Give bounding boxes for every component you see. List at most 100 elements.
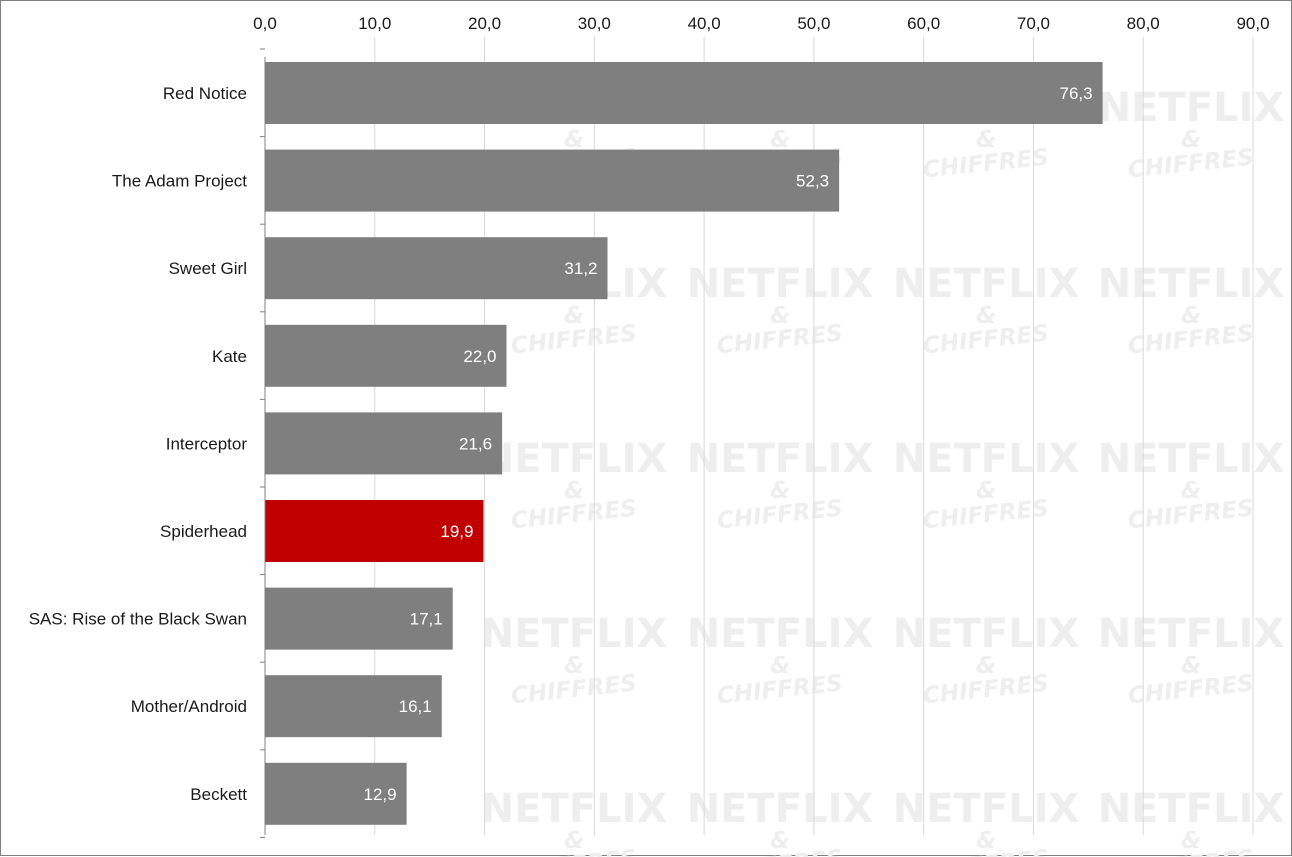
watermark-line2: &	[770, 653, 790, 679]
x-tick-label: 60,0	[907, 14, 940, 33]
watermark-line1: NETFLIX	[481, 436, 668, 482]
watermark-line3: CHIFFRES	[716, 495, 844, 534]
watermark-line3: CHIFFRES	[1127, 845, 1255, 857]
watermark-line2: &	[564, 303, 584, 329]
watermark: NETFLIX&CHIFFRES	[893, 786, 1080, 857]
watermark-line2: &	[770, 828, 790, 854]
data-label: 31,2	[564, 259, 597, 278]
category-label: Sweet Girl	[169, 259, 247, 278]
data-label: 76,3	[1060, 84, 1093, 103]
category-label: Red Notice	[163, 84, 247, 103]
watermark: NETFLIX&CHIFFRES	[687, 611, 874, 710]
x-tick-label: 0,0	[253, 14, 277, 33]
category-label: The Adam Project	[112, 172, 247, 191]
watermark-line2: &	[770, 478, 790, 504]
watermark-line2: &	[976, 828, 996, 854]
data-label: 52,3	[796, 172, 829, 191]
watermark-line2: &	[564, 478, 584, 504]
x-tick-label: 10,0	[358, 14, 391, 33]
bar	[265, 587, 453, 650]
watermark: NETFLIX&CHIFFRES	[1098, 436, 1285, 535]
watermark-line3: CHIFFRES	[1127, 670, 1255, 709]
x-tick-label: 20,0	[468, 14, 501, 33]
x-tick-label: 50,0	[797, 14, 830, 33]
watermark-line3: CHIFFRES	[510, 845, 638, 857]
watermark-line3: CHIFFRES	[716, 670, 844, 709]
category-labels: Red Notice The Adam Project Sweet Girl Kate…	[29, 84, 248, 804]
watermark: NETFLIX&CHIFFRES	[687, 786, 874, 857]
bar	[265, 675, 442, 738]
watermark: NETFLIX&CHIFFRES	[1098, 261, 1285, 360]
watermark-line2: &	[1181, 303, 1201, 329]
watermark-line2: &	[564, 653, 584, 679]
watermark-line1: NETFLIX	[1098, 611, 1285, 657]
watermark-line1: NETFLIX	[687, 786, 874, 832]
data-label: 21,6	[459, 434, 492, 453]
watermark-line1: NETFLIX	[687, 611, 874, 657]
watermark-line1: NETFLIX	[1098, 261, 1285, 307]
watermark-line1: NETFLIX	[893, 436, 1080, 482]
watermark-line3: CHIFFRES	[716, 320, 844, 359]
watermark-line2: &	[564, 127, 584, 153]
watermark-line2: &	[1181, 828, 1201, 854]
watermark-line3: CHIFFRES	[922, 845, 1050, 857]
watermark-line2: &	[1181, 127, 1201, 153]
watermark-line3: CHIFFRES	[922, 144, 1050, 183]
category-label: Interceptor	[166, 434, 248, 453]
watermark-line3: CHIFFRES	[716, 845, 844, 857]
watermark-line1: NETFLIX	[481, 786, 668, 832]
watermark-line3: CHIFFRES	[922, 320, 1050, 359]
watermark: NETFLIX&CHIFFRES	[687, 261, 874, 360]
watermark-line2: &	[564, 828, 584, 854]
watermark-line1: NETFLIX	[1098, 436, 1285, 482]
watermark-line3: CHIFFRES	[510, 320, 638, 359]
watermark: NETFLIX&CHIFFRES	[1098, 611, 1285, 710]
watermark-line2: &	[976, 127, 996, 153]
data-label: 12,9	[364, 785, 397, 804]
watermark: NETFLIX&CHIFFRES	[1098, 85, 1285, 184]
watermark-line1: NETFLIX	[1098, 786, 1285, 832]
watermark: NETFLIX&CHIFFRES	[481, 611, 668, 710]
watermark: NETFLIX&CHIFFRES	[687, 436, 874, 535]
category-label: Spiderhead	[160, 522, 247, 541]
x-tick-label: 80,0	[1127, 14, 1160, 33]
watermark-line2: &	[976, 303, 996, 329]
watermark: NETFLIX&CHIFFRES	[481, 786, 668, 857]
category-axis	[260, 48, 266, 838]
watermark: NETFLIX&CHIFFRES	[481, 436, 668, 535]
watermark-line3: CHIFFRES	[922, 670, 1050, 709]
bar	[265, 412, 503, 475]
bar	[265, 62, 1103, 124]
category-label: Mother/Android	[131, 697, 247, 716]
watermark-line3: CHIFFRES	[510, 495, 638, 534]
watermark-line1: NETFLIX	[687, 261, 874, 307]
watermark-line2: &	[1181, 653, 1201, 679]
watermark-line3: CHIFFRES	[922, 495, 1050, 534]
bar	[265, 762, 407, 825]
data-label: 17,1	[410, 610, 443, 629]
category-label: Beckett	[190, 785, 247, 804]
x-tick-label: 90,0	[1236, 14, 1269, 33]
bar	[265, 324, 507, 387]
watermark-line2: &	[770, 127, 790, 153]
category-label: Kate	[212, 347, 247, 366]
watermark-line1: NETFLIX	[687, 436, 874, 482]
watermark-line1: NETFLIX	[893, 261, 1080, 307]
x-tick-label: 40,0	[688, 14, 721, 33]
bar	[265, 149, 840, 212]
watermark-line3: CHIFFRES	[1127, 495, 1255, 534]
x-tick-label: 30,0	[578, 14, 611, 33]
watermark-line1: NETFLIX	[481, 611, 668, 657]
watermark-line1: NETFLIX	[1098, 85, 1285, 131]
watermark-line3: CHIFFRES	[1127, 320, 1255, 359]
watermark: NETFLIX&CHIFFRES	[1098, 786, 1285, 857]
watermark: NETFLIX&CHIFFRES	[893, 436, 1080, 535]
watermark-line2: &	[770, 303, 790, 329]
data-label: 22,0	[463, 347, 496, 366]
watermark-line1: NETFLIX	[893, 611, 1080, 657]
bars	[265, 62, 1103, 825]
value-axis-ticks: 0,0 10,0 20,0 30,0 40,0 50,0 60,0 70,0 80,0 90,0	[253, 14, 1269, 33]
watermark-line2: &	[976, 653, 996, 679]
